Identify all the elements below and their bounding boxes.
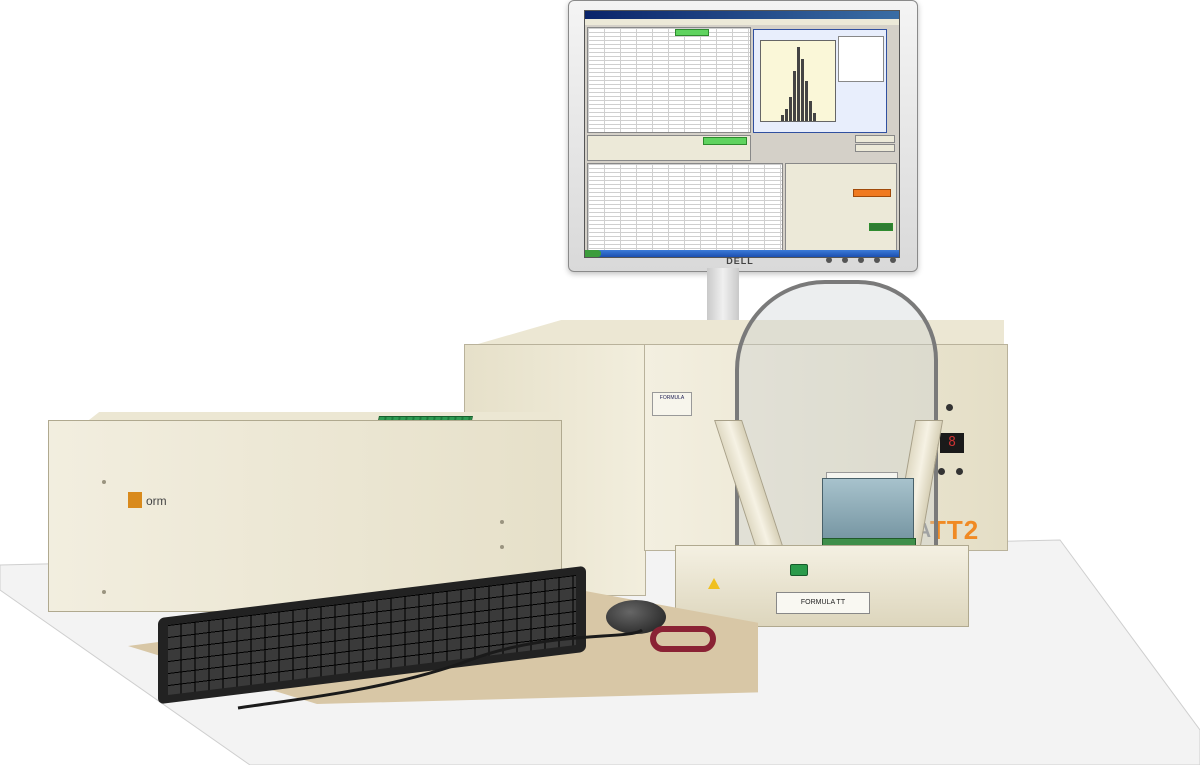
model-logo: TT2 (930, 515, 980, 545)
device-list-table[interactable] (587, 163, 783, 251)
green-switch[interactable] (790, 564, 808, 576)
dell-logo: DELL (726, 256, 754, 266)
control-panel (785, 163, 897, 251)
led-left (938, 468, 945, 475)
results-table[interactable] (587, 27, 751, 133)
taskbar (585, 250, 899, 257)
monitor-screen[interactable] (584, 10, 900, 258)
rack-logo-text: orm (146, 494, 167, 508)
window-title-bar (585, 11, 899, 19)
option-button-2[interactable] (855, 144, 895, 152)
histogram-window[interactable] (753, 29, 887, 133)
warning-icon (708, 578, 720, 589)
monitor-button-2[interactable] (842, 257, 848, 263)
screw (102, 480, 106, 484)
stop-button[interactable] (853, 189, 891, 197)
monitor-button-1[interactable] (826, 257, 832, 263)
screw (500, 545, 504, 549)
monitor-button-4[interactable] (874, 257, 880, 263)
histogram-plot (760, 40, 836, 122)
cabinet-name-plate: FORMULA (652, 392, 692, 416)
status-indicator (869, 223, 893, 231)
monitor-button-3[interactable] (858, 257, 864, 263)
histogram-options-list[interactable] (838, 36, 884, 82)
start-test-button[interactable] (703, 137, 747, 145)
status-led (946, 404, 953, 411)
handler-label: FORMULA TT (776, 592, 870, 614)
screw (102, 590, 106, 594)
start-button[interactable] (585, 250, 601, 257)
esd-wrist-strap (650, 626, 716, 652)
led-right (956, 468, 963, 475)
power-button[interactable] (890, 257, 896, 263)
histogram-bars (781, 47, 816, 121)
option-button-1[interactable] (855, 135, 895, 143)
seven-segment-display: 8 (940, 433, 964, 453)
run-button[interactable] (675, 29, 709, 36)
screw (500, 520, 504, 524)
cables (237, 628, 643, 710)
menu-bar[interactable] (585, 19, 899, 25)
rack-logo-mark (128, 492, 142, 508)
